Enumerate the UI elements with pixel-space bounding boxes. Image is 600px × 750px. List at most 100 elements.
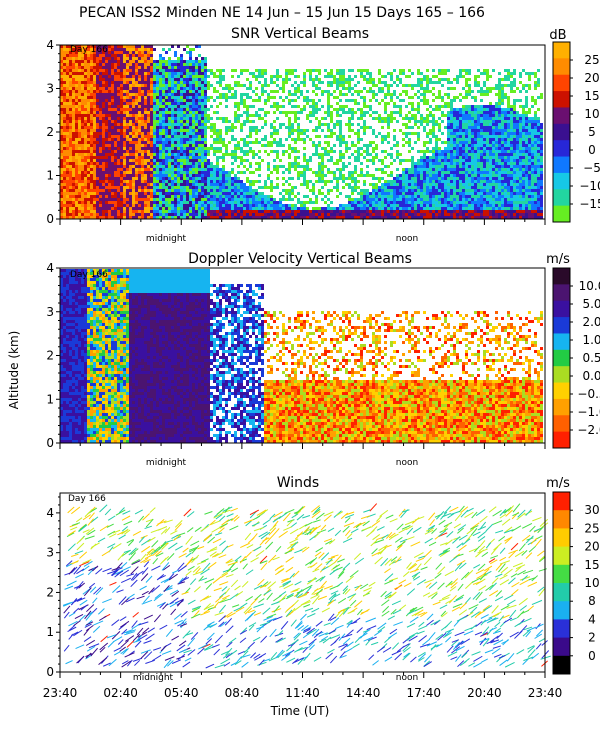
panel-0-cell <box>186 93 189 96</box>
panel-0-cell <box>108 117 111 120</box>
panel-0-cell <box>174 81 177 84</box>
panel-0-cell <box>147 162 150 165</box>
panel-0-cell <box>183 210 186 213</box>
panel-0-cell <box>195 96 198 99</box>
panel-0-cell <box>255 93 258 96</box>
panel-0-cell <box>429 204 432 207</box>
panel-0-cell <box>129 207 132 210</box>
panel-0-cell <box>276 108 279 111</box>
panel-0-cell <box>150 117 153 120</box>
panel-0-cell <box>141 153 144 156</box>
panel-0-cell <box>141 99 144 102</box>
panel-0-cell <box>249 186 252 189</box>
panel-0-cell <box>216 165 219 168</box>
panel-0-cell <box>174 102 177 105</box>
panel-0-cell <box>411 114 414 117</box>
panel-0-cell <box>192 114 195 117</box>
panel-0-cell <box>201 126 204 129</box>
panel-0-cell <box>93 48 96 51</box>
panel-0-cell <box>105 186 108 189</box>
panel-0-cell <box>366 69 369 72</box>
panel-0-cell <box>84 147 87 150</box>
panel-0-cell <box>69 204 72 207</box>
panel-0-cell <box>423 195 426 198</box>
panel-0-cell <box>66 183 69 186</box>
panel-0-cell <box>429 159 432 162</box>
panel-0-cell <box>75 198 78 201</box>
panel-0-cell <box>96 216 99 219</box>
panel-0-cell <box>147 195 150 198</box>
panel-0-cell <box>189 159 192 162</box>
panel-0-cell <box>186 210 189 213</box>
panel-0-cell <box>78 102 81 105</box>
panel-0-cell <box>288 69 291 72</box>
panel-0-cell <box>225 213 228 216</box>
panel-0-cell <box>180 72 183 75</box>
panel-0-cell <box>315 213 318 216</box>
panel-0-cell <box>198 141 201 144</box>
panel-0-cell <box>294 165 297 168</box>
panel-0-cell <box>213 153 216 156</box>
panel-0-cell <box>330 132 333 135</box>
panel-0-cell <box>165 75 168 78</box>
panel-0-cell <box>321 159 324 162</box>
panel-0-cell <box>423 117 426 120</box>
panel-0-cell <box>327 108 330 111</box>
panel-0-cell <box>384 81 387 84</box>
panel-0-cell <box>429 114 432 117</box>
panel-0-cell <box>219 171 222 174</box>
panel-0-cell <box>180 150 183 153</box>
panel-0-cell <box>120 168 123 171</box>
panel-0-cell <box>69 183 72 186</box>
panel-0-cell <box>270 150 273 153</box>
panel-0-cell <box>162 111 165 114</box>
panel-0-cell <box>168 174 171 177</box>
panel-0-cell <box>93 180 96 183</box>
panel-0-cell <box>186 138 189 141</box>
panel-0-cell <box>111 192 114 195</box>
panel-0-cell <box>366 198 369 201</box>
panel-0-cell <box>93 87 96 90</box>
panel-0-cell <box>255 204 258 207</box>
panel-0-cell <box>384 93 387 96</box>
panel-0-cell <box>300 93 303 96</box>
panel-0-cell <box>435 123 438 126</box>
panel-0-cell <box>90 174 93 177</box>
panel-0-cell <box>225 150 228 153</box>
panel-0-cell <box>387 165 390 168</box>
panel-0-cell <box>363 87 366 90</box>
panel-0-cell <box>120 204 123 207</box>
panel-0-cell <box>174 186 177 189</box>
panel-0-cell <box>327 129 330 132</box>
panel-0-cell <box>123 102 126 105</box>
panel-0-cell <box>246 189 249 192</box>
panel-0-cell <box>237 165 240 168</box>
panel-0-cell <box>129 57 132 60</box>
panel-0-cell <box>321 180 324 183</box>
panel-0-cell <box>123 96 126 99</box>
panel-0-cell <box>294 195 297 198</box>
panel-0-cell <box>369 216 372 219</box>
panel-0-cell <box>132 150 135 153</box>
panel-0-cell <box>306 96 309 99</box>
panel-0-cell <box>294 138 297 141</box>
panel-0-cell <box>171 168 174 171</box>
panel-0-cell <box>201 111 204 114</box>
panel-0-cell <box>144 147 147 150</box>
panel-0-cell <box>387 216 390 219</box>
panel-0-cell <box>357 93 360 96</box>
panel-0-cell <box>255 207 258 210</box>
panel-0-cell <box>384 108 387 111</box>
panel-0-cell <box>78 63 81 66</box>
panel-0-cell <box>363 144 366 147</box>
panel-0-cell <box>252 171 255 174</box>
panel-0-cell <box>240 147 243 150</box>
panel-0-cell <box>315 180 318 183</box>
panel-0-cell <box>219 132 222 135</box>
panel-0-cell <box>87 147 90 150</box>
panel-0-cell <box>81 144 84 147</box>
panel-0-cell <box>357 123 360 126</box>
panel-0-cell <box>210 69 213 72</box>
panel-0-cell <box>246 87 249 90</box>
panel-0-cell <box>228 189 231 192</box>
